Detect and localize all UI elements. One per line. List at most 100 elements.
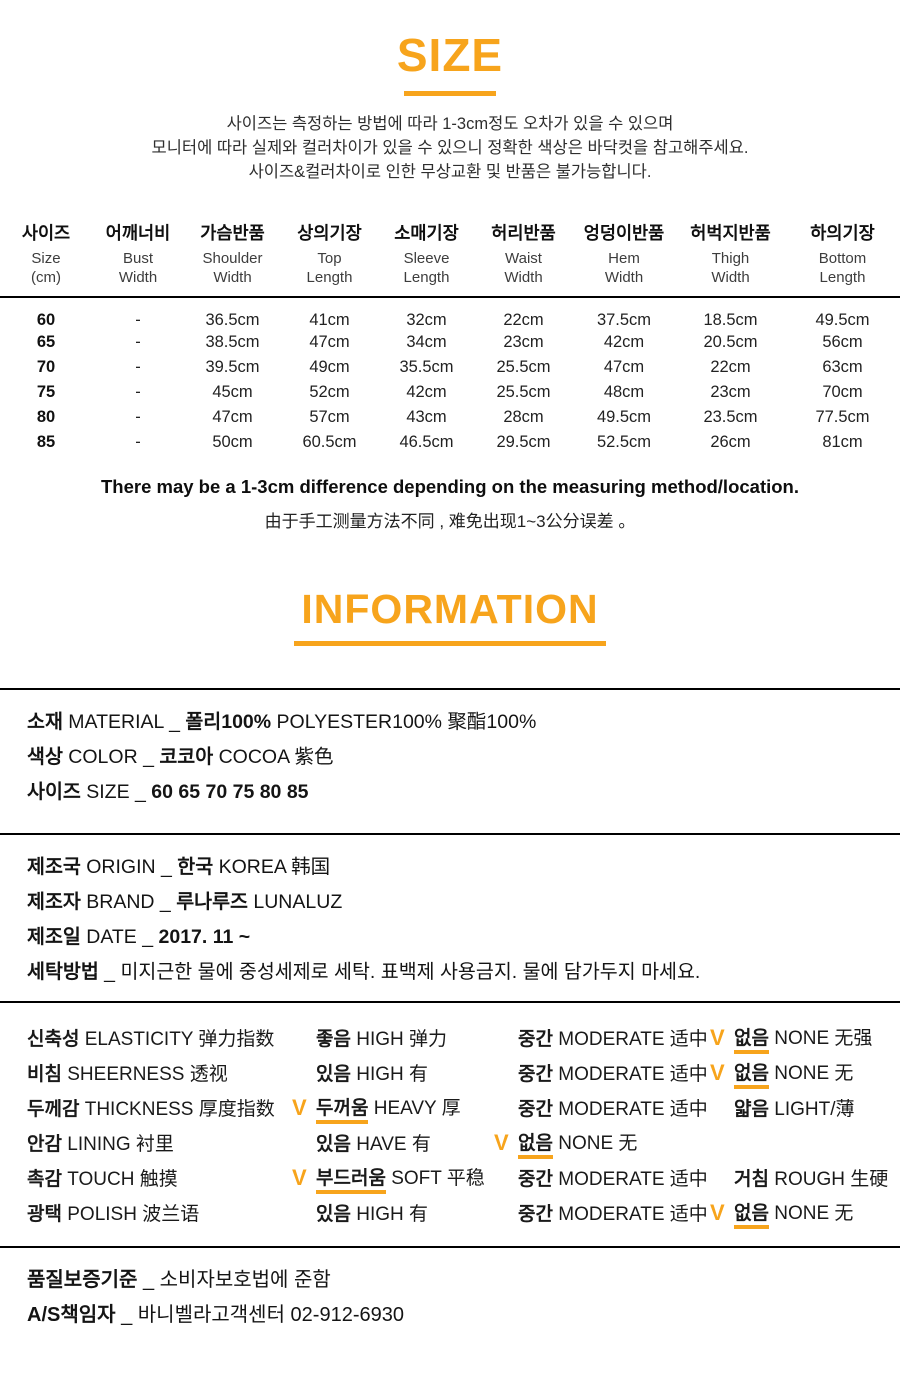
property-option: 좋음 HIGH 弹力 <box>292 1024 494 1051</box>
label-text: 60 65 70 75 80 85 <box>151 780 309 803</box>
measurement-cell: 42cm <box>603 332 645 351</box>
column-header-korean: 허벅지반품 <box>690 222 771 243</box>
table-row: 65 - 38.5cm 47cm 34cm 23cm 42cm 20.5cm 56cm <box>0 330 900 355</box>
property-label-korean: 두께감 <box>27 1098 80 1120</box>
measurement-cell: 46.5cm <box>399 432 454 451</box>
column-header-english: Size <box>31 249 61 267</box>
table-row: 70 - 39.5cm 49cm 35.5cm 25.5cm 47cm 22cm 63cm <box>0 355 900 380</box>
column-header-english: Top <box>317 249 342 267</box>
label-text: 코코아 <box>159 745 214 768</box>
measurement-cell: 43cm <box>406 407 447 426</box>
property-label-rest: TOUCH 触摸 <box>61 1168 178 1190</box>
measurement-cell: 35.5cm <box>399 357 454 376</box>
column-header-english: Bust <box>122 249 153 267</box>
column-header-english: Thigh <box>711 249 750 267</box>
measurement-cell: 45cm <box>212 382 253 401</box>
check-mark-icon: V <box>292 1165 307 1191</box>
property-option: 거침 ROUGH 生硬 <box>710 1164 900 1191</box>
option-rest: MODERATE 适中 <box>552 1168 708 1190</box>
label-text: 루나루즈 <box>176 890 248 913</box>
value-text: _ 미지근한 물에 중성세제로 세탁. 표백제 사용금지. 물에 담가두지 마세… <box>98 960 701 983</box>
property-option: V 없음 NONE 无 <box>494 1128 710 1160</box>
information-title-underline <box>294 640 606 646</box>
label-text: 소재 <box>27 710 63 733</box>
measurement-cell: 70cm <box>822 382 863 401</box>
option-korean: 얇음 <box>734 1098 769 1120</box>
property-label-korean: 안감 <box>27 1133 62 1155</box>
measurement-cell: 38.5cm <box>205 332 260 351</box>
measurement-cell: 22cm <box>710 357 751 376</box>
property-label-korean: 신축성 <box>27 1028 80 1050</box>
value-text: POLYESTER100% 聚酯100% <box>271 710 537 733</box>
measurement-cell: 47cm <box>212 407 253 426</box>
measurement-cell: 28cm <box>503 407 544 426</box>
info-line: 소재 MATERIAL _ 폴리100% POLYESTER100% 聚酯100… <box>27 705 890 740</box>
property-option: 얇음 LIGHT/薄 <box>710 1094 900 1121</box>
option-rest: MODERATE 适中 <box>552 1203 708 1225</box>
size-value-cell: 75 <box>36 382 56 401</box>
property-label: 비침 SHEERNESS 透视 <box>0 1059 292 1086</box>
property-row: 안감 LINING 衬里 있음 HAVE 有 V 없음 NONE 无 <box>0 1125 900 1160</box>
option-rest: MODERATE 适中 <box>552 1028 708 1050</box>
property-option: 있음 HIGH 有 <box>292 1199 494 1226</box>
measuring-note-en: There may be a 1-3cm difference dependin… <box>100 475 799 497</box>
size-chart-table: 사이즈 Size (cm) 어깨너비 Bust Width 가슴반품 Shoulder Widt… <box>0 219 900 455</box>
measurement-cell: 23cm <box>503 332 544 351</box>
size-title-underline <box>404 90 496 96</box>
option-rest: HAVE 有 <box>350 1133 431 1155</box>
label-text: 사이즈 <box>27 780 81 803</box>
column-header-english: Sleeve <box>403 249 450 267</box>
column-header-english: Waist <box>505 249 542 267</box>
info-line: 제조일 DATE _ 2017. 11 ~ <box>27 920 890 955</box>
size-value-cell: 70 <box>36 357 56 376</box>
size-value-cell: 65 <box>36 332 56 351</box>
info-line: 세탁방법 _ 미지근한 물에 중성세제로 세탁. 표백제 사용금지. 물에 담가… <box>27 955 890 990</box>
divider <box>0 1245 900 1248</box>
option-korean: 없음 <box>734 1203 769 1230</box>
property-option: V 없음 NONE 无 <box>710 1198 900 1230</box>
option-korean: 중간 <box>518 1203 553 1225</box>
option-korean: 있음 <box>316 1203 351 1225</box>
property-label-rest: LINING 衬里 <box>61 1133 174 1155</box>
measurement-cell: 49.5cm <box>596 407 652 426</box>
measurement-cell: 47cm <box>603 357 645 376</box>
column-header-korean: 소매기장 <box>394 222 459 243</box>
property-option: 중간 MODERATE 适中 <box>494 1199 710 1226</box>
value-text: _ 바니벨라고객센터 02-912-6930 <box>115 1304 404 1327</box>
column-header-english: Length <box>306 268 353 286</box>
property-option: 중간 MODERATE 适中 <box>494 1059 710 1086</box>
measurement-cell: 41cm <box>309 310 350 329</box>
measurement-cell: 39.5cm <box>205 357 260 376</box>
property-option: V 두꺼움 HEAVY 厚 <box>292 1093 494 1125</box>
measurement-cell: 52.5cm <box>596 432 652 451</box>
option-rest: MODERATE 适中 <box>552 1098 708 1120</box>
measurement-cell: 56cm <box>822 332 863 351</box>
measurement-cell: 47cm <box>309 332 350 351</box>
table-row: 60 - 36.5cm 41cm 32cm 22cm 37.5cm 18.5cm 49.5cm <box>0 297 900 330</box>
column-header-english: Bottom <box>818 249 867 267</box>
option-korean: 있음 <box>316 1133 351 1155</box>
option-korean: 중간 <box>518 1028 553 1050</box>
property-label: 광택 POLISH 波兰语 <box>0 1199 292 1226</box>
label-text: 품질보증기준 <box>27 1268 138 1291</box>
label-text: A/S책임자 <box>27 1304 116 1327</box>
size-notes: 사이즈는 측정하는 방법에 따라 1-3cm정도 오차가 있을 수 있으며 모니… <box>0 112 900 184</box>
property-option: 중간 MODERATE 适中 <box>494 1164 710 1191</box>
size-note-line: 사이즈&컬러차이로 인한 무상교환 및 반품은 불가능합니다. <box>248 162 652 181</box>
measurement-cell: 22cm <box>503 310 544 329</box>
label-text: 세탁방법 <box>27 960 99 983</box>
info-line: 제조국 ORIGIN _ 한국 KOREA 韩国 <box>27 850 890 885</box>
column-header-korean: 가슴반품 <box>200 222 265 243</box>
measurement-cell: 50cm <box>212 432 253 451</box>
option-korean: 중간 <box>518 1098 553 1120</box>
property-option: 있음 HAVE 有 <box>292 1129 494 1156</box>
label-text: 한국 <box>177 855 214 878</box>
value-text: COLOR _ <box>62 745 160 768</box>
label-text: 색상 <box>27 745 63 768</box>
size-table-column-header: 상의기장 Top Length <box>281 219 378 298</box>
value-text: LUNALUZ <box>247 890 343 913</box>
property-row: 두께감 THICKNESS 厚度指数 V 두꺼움 HEAVY 厚 중간 MODERAT… <box>0 1090 900 1125</box>
column-header-english: Width <box>711 268 750 286</box>
value-text: KOREA 韩国 <box>213 855 331 878</box>
label-text: 폴리100% <box>185 710 272 733</box>
